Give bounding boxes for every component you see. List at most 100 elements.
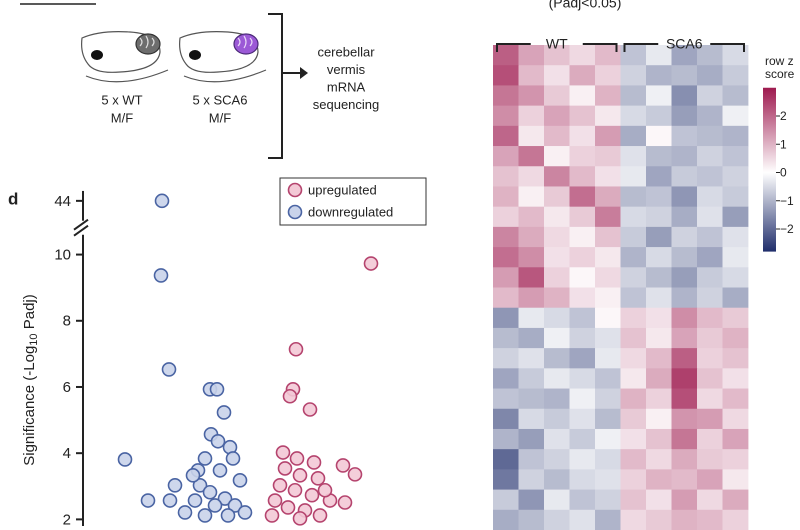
heatmap-cell [722, 267, 749, 288]
heatmap-cell [646, 65, 672, 86]
y-tick-label: 4 [63, 445, 71, 462]
heatmap-cell [671, 509, 698, 530]
legend-label: upregulated [308, 182, 377, 197]
y-axis-label: Significance (-Log10 Padj) [21, 294, 40, 466]
heatmap-cell [671, 287, 698, 309]
heatmap-cell [671, 408, 698, 430]
heatmap-cell [595, 247, 621, 268]
bracket [268, 13, 283, 159]
heatmap-cell [722, 388, 749, 410]
heatmap-cell [671, 307, 698, 329]
heatmap-cell [544, 247, 570, 268]
heatmap-cell [595, 186, 621, 208]
heatmap-cell [671, 449, 698, 470]
heatmap-cell [620, 509, 647, 530]
heatmap-cell [493, 388, 519, 410]
heatmap-cell [646, 226, 672, 248]
group-label: 5 x SCA6 [193, 92, 248, 107]
heatmap-cell [722, 428, 749, 450]
method-text: sequencing [313, 97, 380, 112]
heatmap-cell [569, 146, 596, 167]
heatmap-cell [722, 206, 749, 228]
heatmap-cell [671, 489, 698, 511]
heatmap-cell [518, 226, 545, 248]
heatmap-cell [569, 428, 596, 450]
heatmap-cell [722, 85, 749, 107]
mouse-wt [81, 31, 169, 83]
heatmap-cell [493, 146, 519, 167]
heatmap-cell [569, 85, 596, 107]
heatmap-cell [518, 489, 545, 511]
group-sub: M/F [209, 110, 231, 125]
heatmap-cell [569, 226, 596, 248]
heatmap-cell [544, 469, 570, 490]
heatmap-cell [697, 105, 723, 127]
y-axis-label-part: Significance (-Log [21, 346, 38, 466]
heatmap-cell [518, 166, 545, 187]
heatmap-cell [595, 428, 621, 450]
heatmap-cell [544, 146, 570, 167]
heatmap-cell [620, 166, 647, 187]
heatmap-cell [493, 307, 519, 329]
heatmap-cell [620, 428, 647, 450]
heatmap-cell [595, 85, 621, 107]
heatmap-cell [493, 105, 519, 127]
data-point [161, 362, 177, 377]
heatmap-cell [544, 125, 570, 147]
colorbar-tick-label: −1 [780, 194, 794, 208]
colorbar [763, 87, 776, 252]
heatmap-cell [544, 489, 570, 511]
heatmap-cell [569, 348, 596, 369]
heatmap-cell [722, 186, 749, 208]
heatmap-cell [569, 267, 596, 288]
data-point [302, 402, 318, 417]
heatmap-cell [544, 65, 570, 86]
data-point [280, 500, 296, 515]
heatmap-cell [620, 206, 647, 228]
heatmap-cell [697, 125, 723, 147]
heatmap-cell [722, 469, 749, 490]
heatmap-cell [493, 428, 519, 450]
heatmap-cell [595, 45, 621, 66]
heatmap-cell [646, 287, 672, 309]
heatmap-cell [722, 166, 749, 187]
data-point [237, 505, 253, 520]
heatmap-cell [569, 247, 596, 268]
heatmap-cell [671, 388, 698, 410]
heatmap-cell [595, 489, 621, 511]
heatmap-cell [697, 469, 723, 490]
y-axis-label-part: Padj) [21, 294, 38, 333]
heatmap-cell [493, 186, 519, 208]
heatmap-cell [544, 206, 570, 228]
heatmap-cell [518, 449, 545, 470]
heatmap-cell [620, 368, 647, 389]
heatmap-cell [569, 449, 596, 470]
heatmap-cell [671, 247, 698, 268]
heatmap-cell [722, 509, 749, 530]
data-point [217, 491, 233, 506]
heatmap-cell [595, 166, 621, 187]
heatmap-cell [671, 45, 698, 66]
heatmap-cell [544, 267, 570, 288]
method-text: cerebellar [317, 44, 375, 59]
heatmap-cell [493, 348, 519, 369]
group-label: 5 x WT [101, 92, 142, 107]
heatmap-cell [646, 247, 672, 268]
heatmap-cell [518, 327, 545, 349]
heatmap-cell [620, 267, 647, 288]
heatmap-cell [518, 267, 545, 288]
heatmap-cell [518, 408, 545, 430]
legend-marker [287, 204, 303, 220]
heatmap-cell [722, 287, 749, 309]
heatmap-cell [518, 146, 545, 167]
heatmap-cell [671, 469, 698, 490]
heatmap-cell [620, 469, 647, 490]
data-point [209, 381, 225, 397]
colorbar-tick-label: 0 [780, 166, 787, 180]
heatmap-cell [595, 105, 621, 127]
colorbar-label: score [765, 67, 795, 81]
heatmap-cell [569, 125, 596, 147]
heatmap-cell [620, 105, 647, 127]
heatmap-cell [671, 186, 698, 208]
y-tick-label: 10 [54, 247, 71, 264]
